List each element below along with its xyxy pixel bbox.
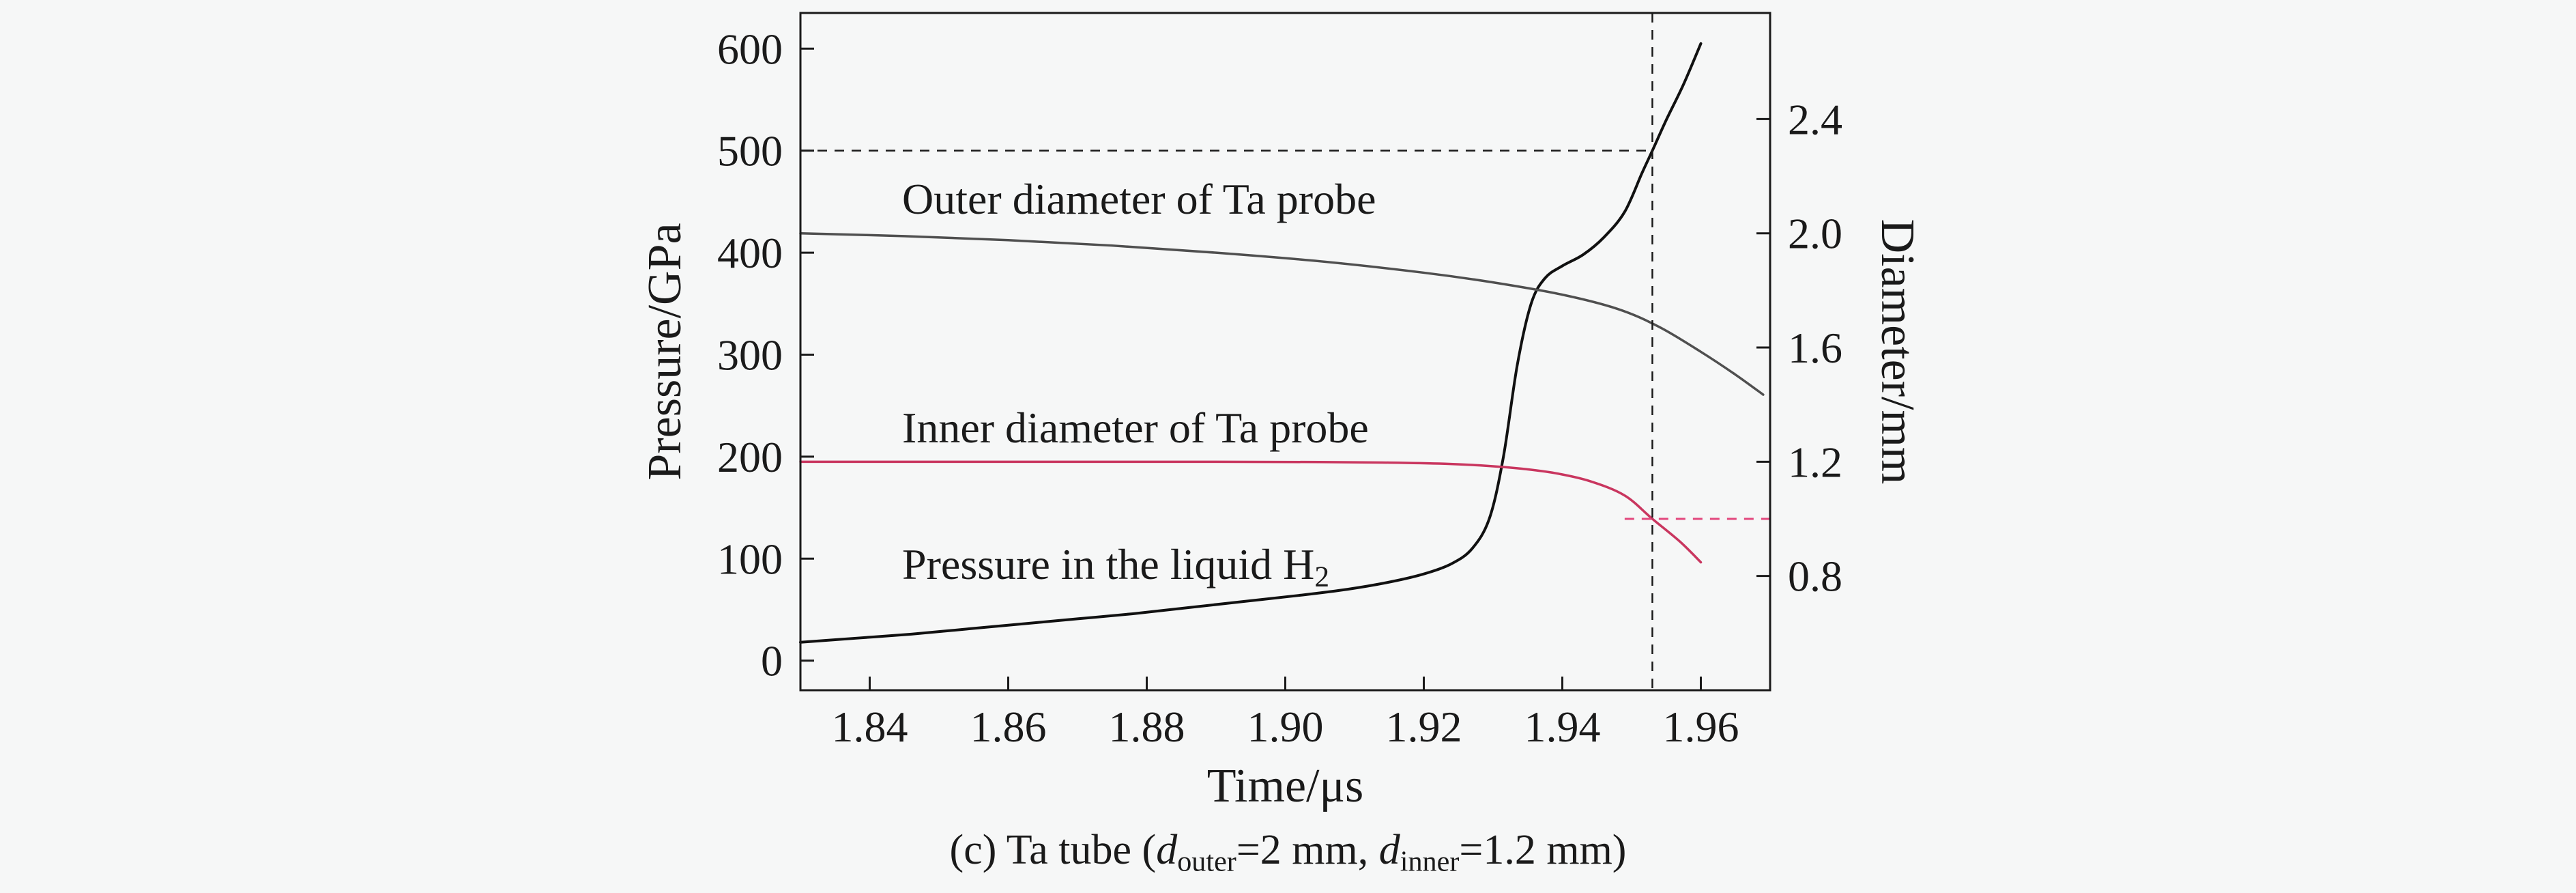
y-axis-label-left: Pressure/GPa xyxy=(639,223,691,481)
x-tick-label: 1.90 xyxy=(1247,703,1324,751)
y-right-tick-label: 2.0 xyxy=(1788,210,1842,258)
series-label-outer-diameter: Outer diameter of Ta probe xyxy=(902,174,1376,229)
y-right-tick-label: 1.2 xyxy=(1788,438,1842,486)
caption-outer-subscript: outer xyxy=(1177,845,1236,878)
caption-prefix: (c) Ta tube ( xyxy=(949,827,1157,873)
caption-inner-subscript: inner xyxy=(1400,845,1460,878)
y-right-tick-label: 2.4 xyxy=(1788,95,1842,143)
y-axis-label-right: Diameter/mm xyxy=(1871,218,1924,485)
figure-caption: (c) Ta tube (douter=2 mm, dinner=1.2 mm) xyxy=(0,826,2576,879)
x-tick-label: 1.94 xyxy=(1524,703,1601,751)
series-pressure-liquid-h2 xyxy=(799,42,1703,644)
series-label-pressure: Pressure in the liquid H2 xyxy=(902,539,1329,594)
y-left-tick-label: 300 xyxy=(717,330,783,379)
x-tick-label: 1.96 xyxy=(1663,703,1739,751)
y-left-tick-label: 600 xyxy=(717,25,783,73)
series-outer-diameter xyxy=(799,231,1765,396)
caption-d-inner-symbol: d xyxy=(1378,827,1400,873)
y-left-tick-label: 0 xyxy=(761,637,783,685)
series-label-outer-text: Outer diameter of Ta probe xyxy=(902,175,1376,224)
series-label-pressure-text: Pressure in the liquid H xyxy=(902,540,1315,589)
plot-frame xyxy=(799,12,1771,692)
x-tick-label: 1.86 xyxy=(970,703,1047,751)
series-label-pressure-sub: 2 xyxy=(1314,560,1330,593)
y-left-tick-label: 500 xyxy=(717,127,783,175)
y-left-tick-label: 400 xyxy=(717,229,783,277)
x-axis-label: Time/μs xyxy=(1206,760,1364,812)
series-label-inner-text: Inner diameter of Ta probe xyxy=(902,403,1369,453)
x-tick-label: 1.84 xyxy=(832,703,908,751)
caption-d-outer-symbol: d xyxy=(1156,827,1178,873)
series-inner-diameter xyxy=(799,460,1703,564)
caption-mid: =2 mm, xyxy=(1236,827,1379,873)
y-left-tick-label: 100 xyxy=(717,535,783,583)
y-left-tick-label: 200 xyxy=(717,433,783,481)
caption-suffix: =1.2 mm) xyxy=(1459,827,1627,873)
x-tick-label: 1.88 xyxy=(1109,703,1185,751)
series-label-inner-diameter: Inner diameter of Ta probe xyxy=(902,403,1369,457)
y-right-tick-label: 0.8 xyxy=(1788,552,1842,601)
y-right-tick-label: 1.6 xyxy=(1788,324,1842,372)
x-tick-label: 1.92 xyxy=(1386,703,1462,751)
